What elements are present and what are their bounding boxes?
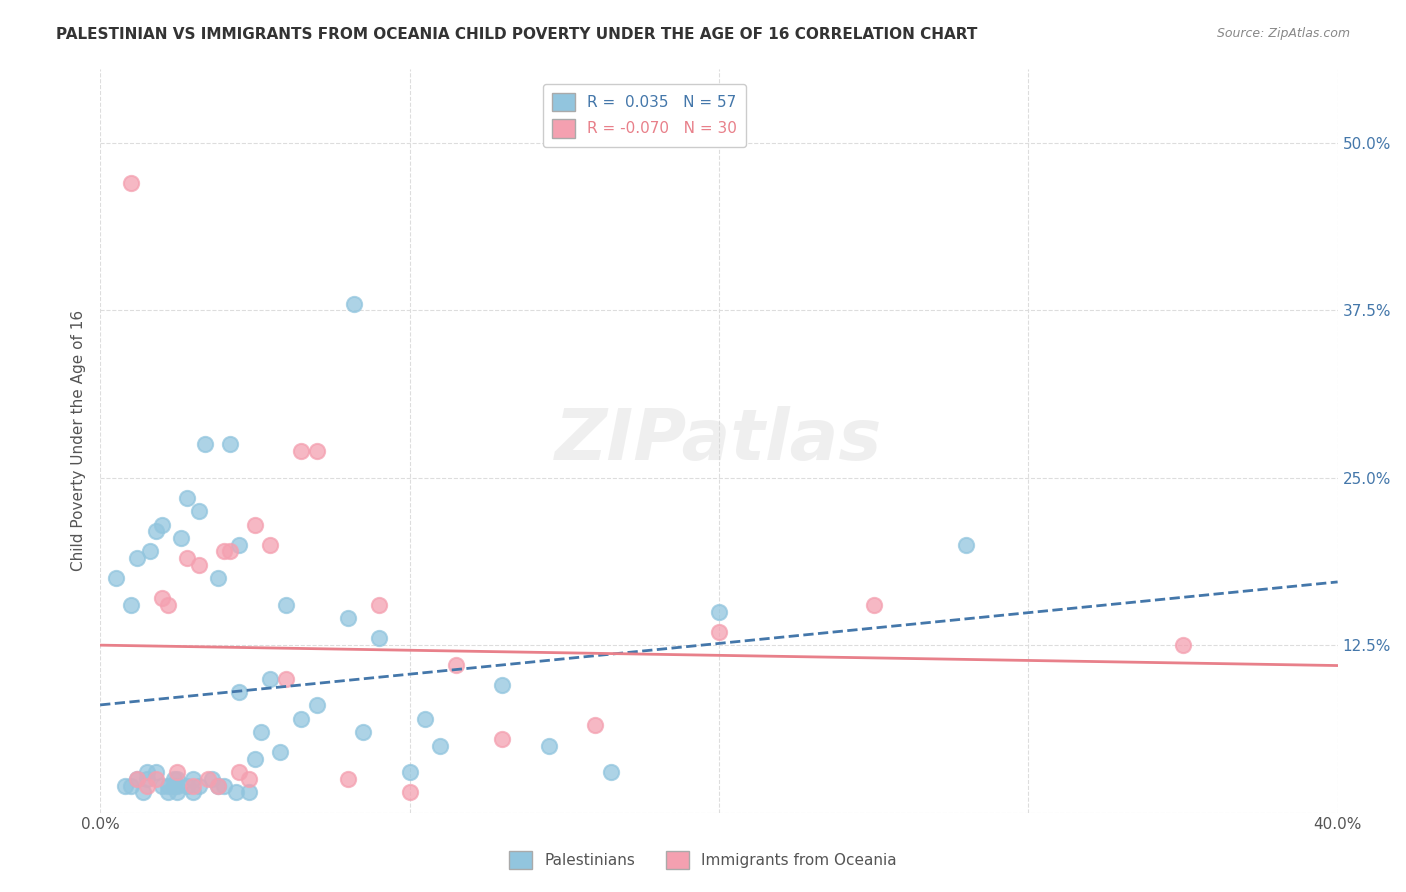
Point [176,551,198,566]
Point [269,745,291,759]
Point [219,437,242,451]
Point [599,765,621,780]
Point [145,772,167,786]
Point [145,765,167,780]
Point [225,785,247,799]
Point [157,785,180,799]
Point [188,779,211,793]
Point [166,765,188,780]
Text: ZIPatlas: ZIPatlas [555,406,883,475]
Point [188,504,211,518]
Point [862,598,884,612]
Point [188,558,211,572]
Point [127,772,149,786]
Point [259,538,281,552]
Point [250,725,273,739]
Point [200,772,222,786]
Point [305,444,328,458]
Point [398,765,420,780]
Point [343,296,366,310]
Point [163,779,186,793]
Point [150,591,173,606]
Point [127,551,149,566]
Point [145,524,167,539]
Point [290,444,312,458]
Point [238,772,260,786]
Point [120,598,142,612]
Legend: Palestinians, Immigrants from Oceania: Palestinians, Immigrants from Oceania [503,845,903,875]
Point [207,779,229,793]
Point [491,678,513,692]
Point [150,779,173,793]
Point [150,517,173,532]
Point [228,685,250,699]
Point [127,772,149,786]
Point [157,779,180,793]
Point [181,785,204,799]
Point [707,605,730,619]
Point [176,779,198,793]
Point [429,739,451,753]
Point [212,544,235,558]
Point [157,598,180,612]
Point [166,772,188,786]
Point [243,752,266,766]
Point [120,779,142,793]
Point [114,779,136,793]
Point [166,785,188,799]
Point [290,712,312,726]
Point [367,598,389,612]
Point [537,739,560,753]
Point [120,176,142,190]
Point [707,624,730,639]
Point [259,672,281,686]
Point [169,531,191,545]
Point [228,765,250,780]
Point [398,785,420,799]
Point [352,725,374,739]
Point [243,517,266,532]
Point [583,718,606,732]
Point [197,772,219,786]
Point [176,491,198,505]
Legend: R =  0.035   N = 57, R = -0.070   N = 30: R = 0.035 N = 57, R = -0.070 N = 30 [543,84,747,147]
Point [1171,638,1194,652]
Point [181,779,204,793]
Point [135,779,157,793]
Point [274,598,297,612]
Point [163,772,186,786]
Point [207,571,229,585]
Point [367,632,389,646]
Point [955,538,977,552]
Point [219,544,242,558]
Point [238,785,260,799]
Point [336,611,359,625]
Point [444,658,467,673]
Point [212,779,235,793]
Point [181,772,204,786]
Point [135,772,157,786]
Point [166,779,188,793]
Point [207,779,229,793]
Point [336,772,359,786]
Point [491,731,513,746]
Point [274,672,297,686]
Point [413,712,436,726]
Point [132,785,155,799]
Point [104,571,127,585]
Point [194,437,217,451]
Y-axis label: Child Poverty Under the Age of 16: Child Poverty Under the Age of 16 [72,310,86,571]
Point [138,544,160,558]
Point [305,698,328,713]
Text: Source: ZipAtlas.com: Source: ZipAtlas.com [1216,27,1350,40]
Point [135,765,157,780]
Point [228,538,250,552]
Text: PALESTINIAN VS IMMIGRANTS FROM OCEANIA CHILD POVERTY UNDER THE AGE OF 16 CORRELA: PALESTINIAN VS IMMIGRANTS FROM OCEANIA C… [56,27,977,42]
